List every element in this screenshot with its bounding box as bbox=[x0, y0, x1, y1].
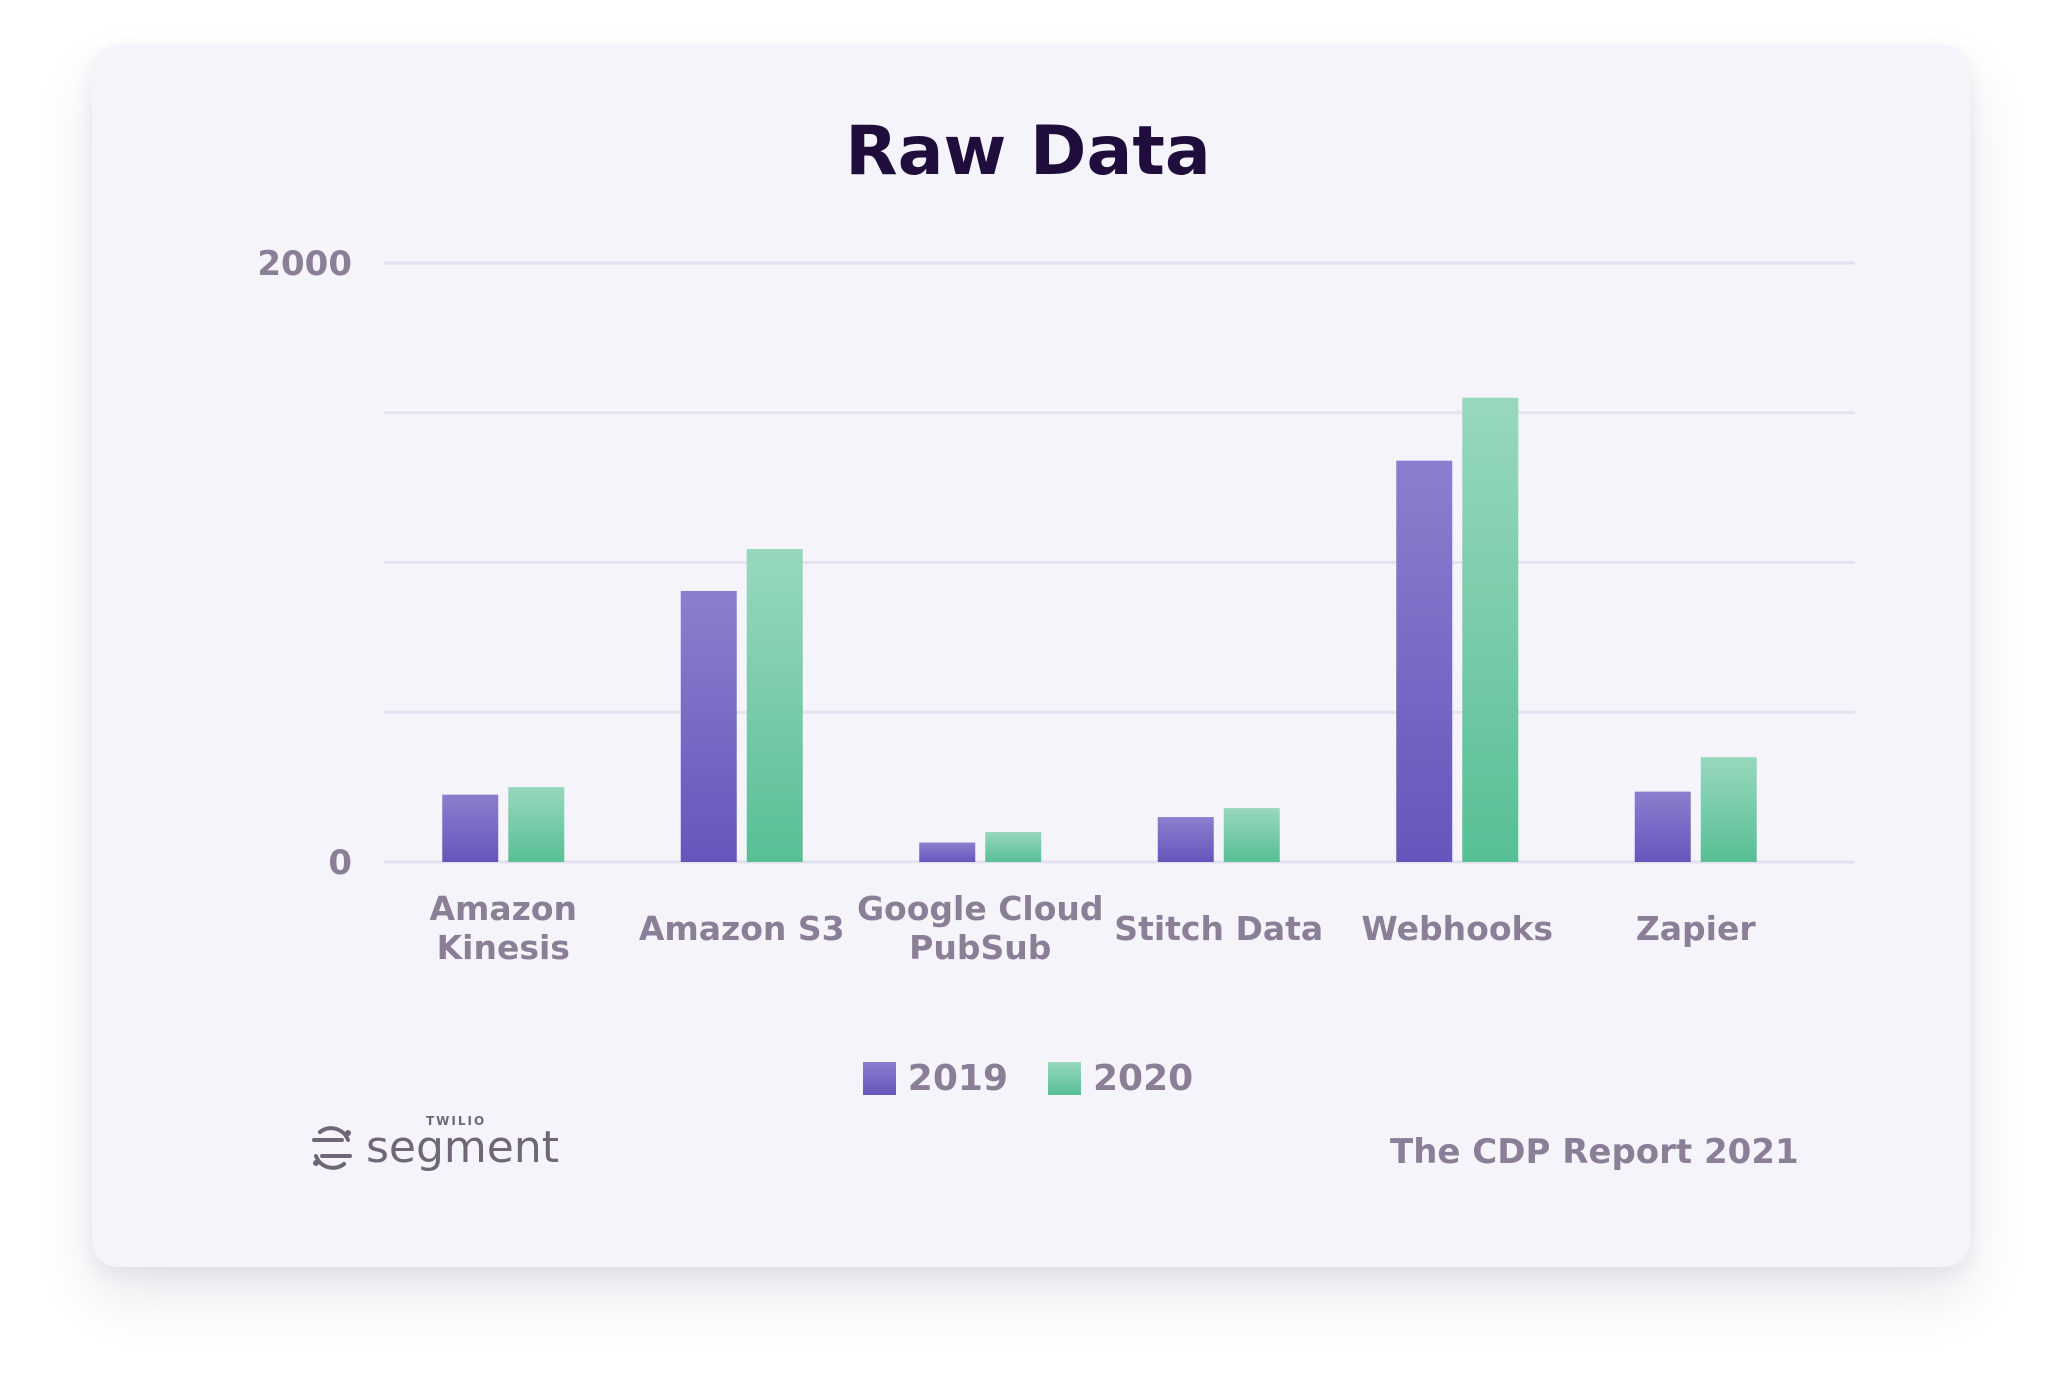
legend: 2019 2020 bbox=[0, 1058, 2056, 1099]
x-tick-label: Webhooks bbox=[1361, 909, 1553, 948]
bar-2019 bbox=[442, 794, 499, 862]
gridlines bbox=[384, 261, 1855, 864]
legend-item-2019: 2019 bbox=[862, 1058, 1008, 1099]
x-tick-label: Zapier bbox=[1636, 909, 1757, 948]
legend-swatch-2019 bbox=[862, 1062, 896, 1095]
bar-2020 bbox=[1700, 757, 1757, 862]
bar-2020 bbox=[746, 549, 803, 862]
logo-wordmark: segment bbox=[366, 1122, 559, 1173]
chart-card bbox=[92, 45, 1970, 1267]
legend-swatch-2020 bbox=[1048, 1062, 1081, 1095]
bar-2020 bbox=[508, 787, 565, 862]
bar-2020 bbox=[985, 832, 1042, 862]
y-tick-label: 0 bbox=[328, 843, 352, 883]
bar-2019 bbox=[1396, 460, 1453, 862]
x-tick-label: Amazon S3 bbox=[639, 909, 845, 948]
legend-label-2020: 2020 bbox=[1093, 1058, 1194, 1099]
chart-title: Raw Data bbox=[845, 112, 1211, 191]
y-tick-label: 2000 bbox=[257, 244, 352, 284]
legend-item-2020: 2020 bbox=[1048, 1058, 1193, 1099]
bar-2019 bbox=[919, 842, 976, 862]
bar-2019 bbox=[680, 590, 737, 862]
legend-label-2019: 2019 bbox=[907, 1058, 1008, 1099]
report-caption: The CDP Report 2021 bbox=[1390, 1132, 1799, 1172]
segment-logo-icon bbox=[312, 1125, 352, 1170]
x-tick-label: Stitch Data bbox=[1114, 909, 1323, 948]
bar-chart: 2000 0 Amazon Kinesis Amazon S3 Google Cloud… bbox=[257, 244, 1855, 967]
bar-2019 bbox=[1634, 791, 1691, 862]
x-tick-label: Google Cloud PubSub bbox=[857, 889, 1104, 967]
x-axis-labels: Amazon Kinesis Amazon S3 Google Cloud PubSub… bbox=[429, 889, 1756, 967]
y-axis-ticks: 2000 0 bbox=[257, 244, 352, 883]
bar-2020 bbox=[1462, 397, 1519, 862]
bars bbox=[442, 397, 1757, 862]
bar-2020 bbox=[1223, 808, 1280, 862]
x-tick-label: Amazon Kinesis bbox=[429, 889, 577, 967]
bar-2019 bbox=[1157, 817, 1214, 862]
segment-logo: TWILIO segment bbox=[308, 1114, 559, 1173]
logo-twilio-text: TWILIO bbox=[426, 1114, 487, 1128]
